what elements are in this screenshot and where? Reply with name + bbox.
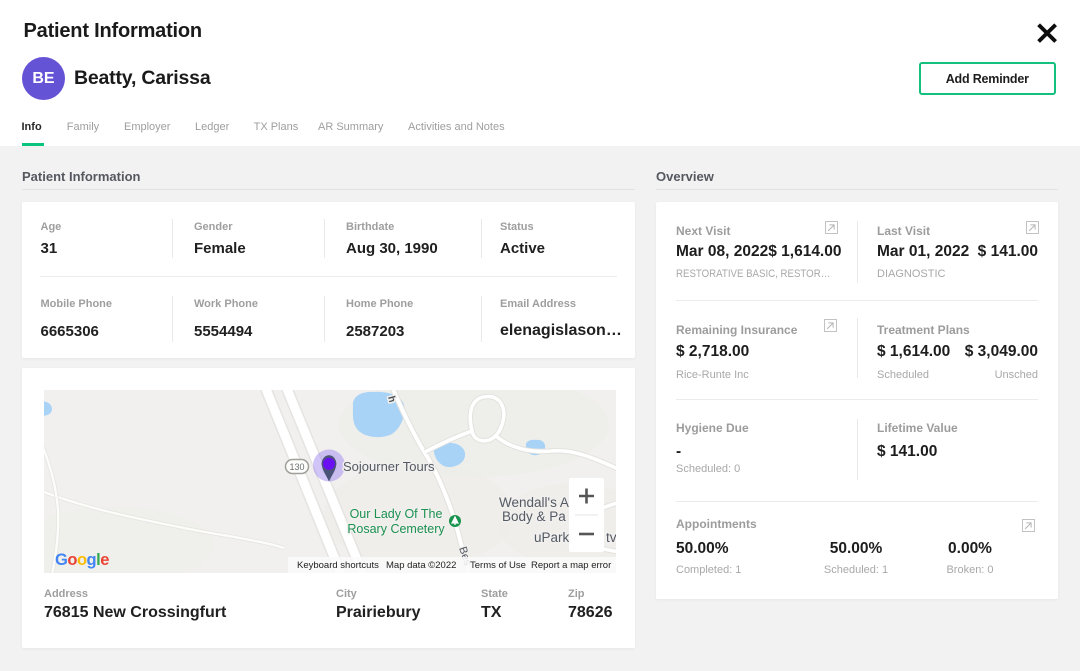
svg-text:Our Lady Of The: Our Lady Of The	[350, 507, 443, 521]
svg-text:Wendall's Au: Wendall's Au	[499, 495, 576, 510]
svg-text:130: 130	[289, 462, 304, 472]
svg-text:Terms of Use: Terms of Use	[470, 560, 526, 571]
svg-text:h: h	[385, 395, 397, 404]
svg-text:Rosary Cemetery: Rosary Cemetery	[347, 522, 445, 536]
svg-text:uPark: uPark	[534, 530, 570, 545]
svg-text:Map data ©2022: Map data ©2022	[386, 560, 456, 571]
svg-text:Keyboard shortcuts: Keyboard shortcuts	[297, 560, 379, 571]
svg-text:Google: Google	[55, 551, 109, 569]
svg-text:Body & Pa: Body & Pa	[502, 509, 566, 524]
svg-text:Report a map error: Report a map error	[531, 560, 611, 571]
svg-text:Sojourner Tours: Sojourner Tours	[343, 459, 435, 474]
svg-text:tv: tv	[606, 530, 616, 545]
